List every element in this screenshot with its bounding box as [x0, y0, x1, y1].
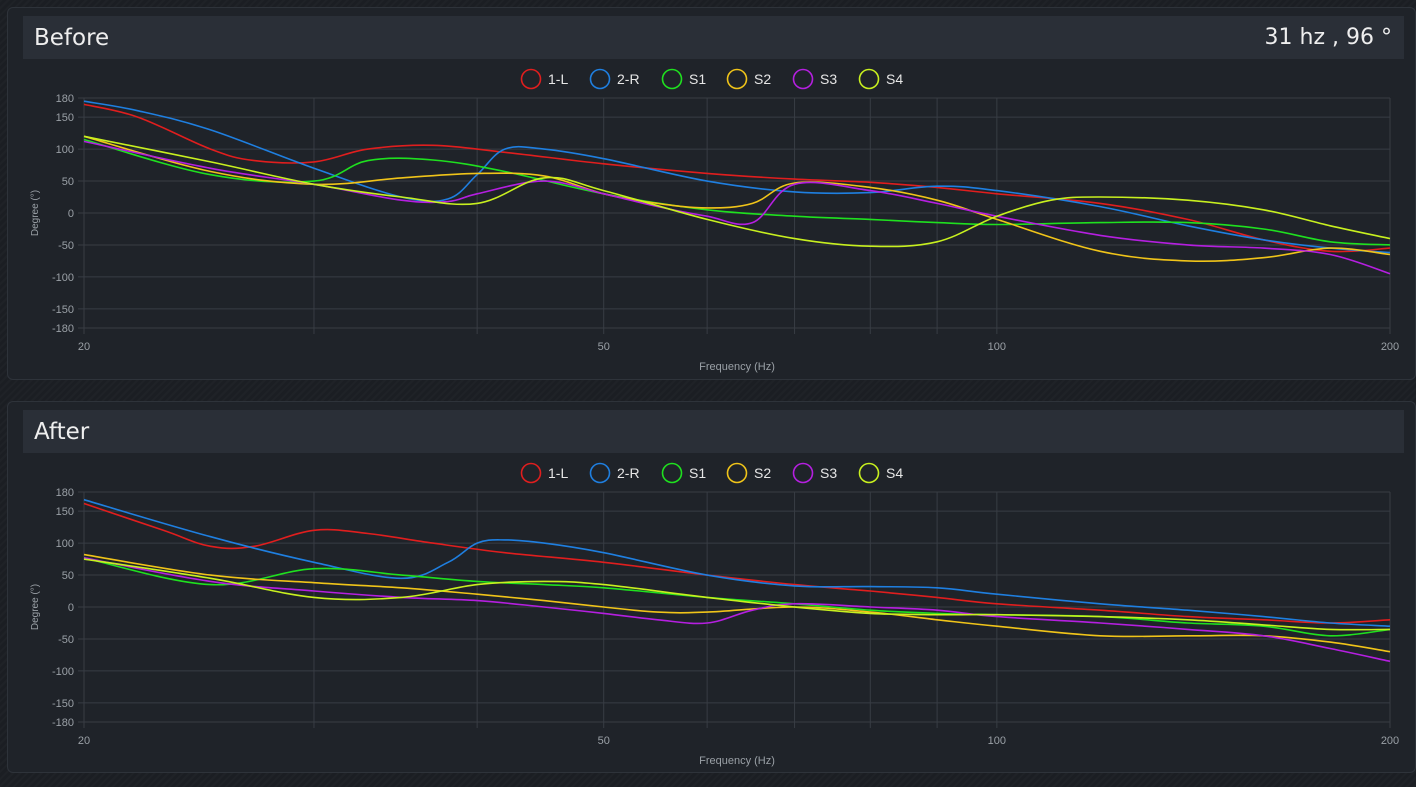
legend-marker [726, 462, 748, 484]
legend-marker [520, 462, 542, 484]
y-axis-label: Degree (°) [30, 584, 41, 630]
legend-marker [661, 68, 683, 90]
series-line-s2 [83, 553, 1391, 653]
legend-item-s1[interactable]: S1 [661, 462, 707, 484]
series-line-1-l [83, 502, 1391, 624]
legend-label: S3 [820, 71, 837, 87]
x-tick-label: 100 [988, 735, 1006, 747]
y-tick-label: -150 [52, 698, 74, 710]
legend-label: S3 [820, 465, 837, 481]
y-tick-label: 50 [62, 176, 74, 188]
legend-item-s4[interactable]: S4 [858, 462, 904, 484]
legend-marker [589, 68, 611, 90]
series-line-s1 [83, 138, 1391, 246]
legend-label: S2 [754, 71, 771, 87]
legend-marker [520, 68, 542, 90]
legend-marker [858, 462, 880, 484]
series-line-1-l [83, 103, 1391, 253]
x-tick-label: 20 [78, 735, 90, 747]
y-tick-label: -50 [58, 240, 74, 252]
after-chart[interactable]: 180 150 100 50 0 -50 -100 -150 -180 20 50 100 200 Fre… [8, 402, 1416, 774]
legend-marker [661, 462, 683, 484]
series-lines [83, 498, 1391, 663]
y-tick-label: 0 [68, 602, 74, 614]
y-tick-label: 150 [56, 506, 74, 518]
legend-label: S1 [689, 71, 706, 87]
legend-item-s1[interactable]: S1 [661, 68, 707, 90]
panel-title: After [34, 418, 90, 445]
legend-marker [858, 68, 880, 90]
legend-label: S1 [689, 465, 706, 481]
legend-item-2-r[interactable]: 2-R [589, 462, 640, 484]
y-tick-label: 180 [56, 487, 74, 499]
legend-label: 2-R [617, 465, 640, 481]
legend-item-s3[interactable]: S3 [792, 68, 838, 90]
series-line-s1 [83, 557, 1391, 637]
x-tick-label: 100 [988, 341, 1006, 353]
legend-item-s3[interactable]: S3 [792, 462, 838, 484]
legend-marker [589, 462, 611, 484]
legend-item-1-l[interactable]: 1-L [520, 68, 569, 90]
x-axis-label: Frequency (Hz) [699, 361, 775, 373]
series-line-s4 [83, 135, 1391, 248]
legend: 1-L 2-R S1 S2 S3 S4 [520, 462, 904, 484]
y-tick-label: -100 [52, 666, 74, 678]
x-tick-label: 20 [78, 341, 90, 353]
legend-marker [792, 462, 814, 484]
y-tick-label: 0 [68, 208, 74, 220]
legend-label: 1-L [548, 71, 568, 87]
legend-item-s2[interactable]: S2 [726, 68, 772, 90]
before-chart[interactable]: 180 150 100 50 0 -50 -100 -150 -180 20 50 100 200 Fre… [8, 8, 1416, 381]
series-line-s3 [83, 140, 1391, 275]
y-tick-label: -180 [52, 323, 74, 335]
grid [78, 97, 1391, 334]
y-tick-label: 100 [56, 538, 74, 550]
x-axis-label: Frequency (Hz) [699, 755, 775, 767]
y-tick-label: -150 [52, 304, 74, 316]
legend-marker [792, 68, 814, 90]
x-tick-label: 200 [1381, 735, 1399, 747]
legend-label: S2 [754, 465, 771, 481]
legend-item-s4[interactable]: S4 [858, 68, 904, 90]
x-tick-label: 50 [598, 735, 610, 747]
series-line-2-r [83, 498, 1391, 627]
before-panel: 180 150 100 50 0 -50 -100 -150 -180 20 50 100 200 Fre… [7, 7, 1416, 380]
y-tick-label: 100 [56, 144, 74, 156]
grid [78, 491, 1391, 728]
legend-label: S4 [886, 71, 903, 87]
y-tick-label: -180 [52, 717, 74, 729]
legend-label: S4 [886, 465, 903, 481]
legend-item-2-r[interactable]: 2-R [589, 68, 640, 90]
x-tick-label: 50 [598, 341, 610, 353]
x-tick-label: 200 [1381, 341, 1399, 353]
legend-label: 1-L [548, 465, 568, 481]
legend-marker [726, 68, 748, 90]
legend-label: 2-R [617, 71, 640, 87]
y-tick-label: -100 [52, 272, 74, 284]
after-panel-header: After [23, 410, 1404, 453]
y-tick-label: 50 [62, 570, 74, 582]
y-tick-label: 180 [56, 93, 74, 105]
y-tick-label: -50 [58, 634, 74, 646]
cursor-readout: 31 hz , 96 ° [1264, 25, 1392, 50]
after-panel: 180 150 100 50 0 -50 -100 -150 -180 20 50 100 200 Fre… [7, 401, 1416, 773]
legend-item-s2[interactable]: S2 [726, 462, 772, 484]
before-panel-header: Before 31 hz , 96 ° [23, 16, 1404, 59]
legend: 1-L 2-R S1 S2 S3 S4 [520, 68, 904, 90]
series-line-s2 [83, 135, 1391, 263]
y-tick-label: 150 [56, 112, 74, 124]
series-lines [83, 100, 1391, 275]
series-line-s4 [83, 558, 1391, 631]
series-line-s3 [83, 557, 1391, 663]
legend-item-1-l[interactable]: 1-L [520, 462, 569, 484]
y-axis-label: Degree (°) [30, 190, 41, 236]
panel-title: Before [34, 24, 110, 51]
